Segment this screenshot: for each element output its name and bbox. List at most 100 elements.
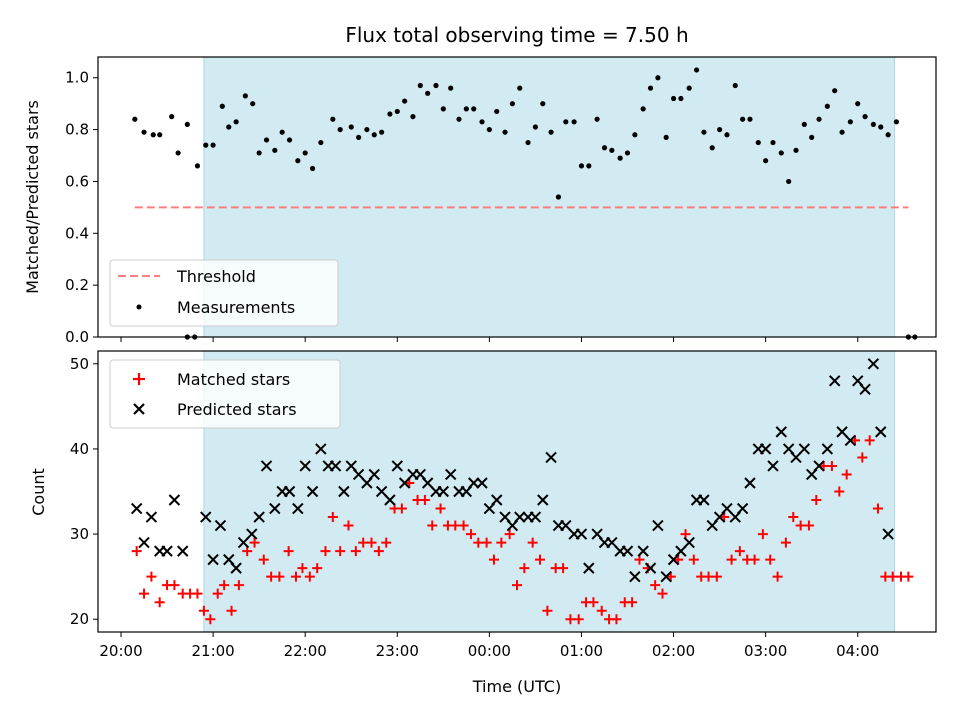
matched-star-point [834, 486, 845, 497]
matched-star-point [826, 460, 837, 471]
matched-star-point [734, 546, 745, 557]
measurement-point [693, 67, 700, 73]
measurement-point [233, 119, 239, 125]
measurement-point [571, 119, 577, 125]
measurement-point [286, 137, 293, 143]
predicted-star-point [629, 570, 641, 583]
measurement-point [809, 134, 815, 140]
matched-star-point [765, 554, 776, 565]
predicted-star-point [391, 460, 403, 472]
count-axes-frame [97, 350, 937, 633]
predicted-star-point [514, 511, 526, 523]
matched-star-point [320, 546, 331, 557]
matched-star-point [242, 546, 253, 557]
matched-star-point [542, 605, 553, 616]
legend-matched-label: Matched stars [177, 370, 290, 389]
predicted-star-point [329, 460, 342, 472]
x-tick-label: 02:00 [652, 642, 695, 660]
matched-star-point [154, 597, 165, 608]
matched-star-point [458, 520, 469, 531]
measurement-point [532, 124, 539, 130]
predicted-star-point [352, 468, 365, 481]
measurement-point [150, 132, 156, 138]
matched-star-point [335, 546, 346, 557]
predicted-star-point [468, 477, 480, 489]
predicted-star-point [299, 460, 311, 472]
x-tick-label: 03:00 [744, 642, 787, 660]
matched-star-point [519, 563, 530, 574]
measurement-point [594, 116, 600, 122]
measurement-point [701, 129, 707, 135]
measurement-point [272, 147, 278, 153]
ratio-y-ticks: 0.0 0.2 0.4 0.6 0.8 1.0 [65, 69, 98, 346]
count-x-ticks: 20:00 21:00 22:00 23:00 00:00 01:00 02:00 03:00… [99, 632, 879, 660]
matched-star-point [327, 512, 338, 523]
matched-star-point [488, 554, 499, 565]
measurement-point [410, 114, 416, 120]
matched-star-point [688, 554, 699, 565]
ratio-legend: Threshold Measurements [109, 259, 339, 327]
measurement-point [242, 93, 248, 99]
predicted-star-point [836, 426, 848, 438]
x-tick-label: 22:00 [284, 642, 327, 660]
predicted-star-point [491, 494, 503, 506]
predicted-star-point [637, 545, 649, 557]
measurement-point [893, 119, 900, 125]
predicted-star-point [545, 451, 557, 464]
predicted-star-point [821, 443, 834, 455]
predicted-star-point [675, 545, 687, 557]
ratio-y-tick-label: 0.6 [65, 172, 89, 190]
matched-star-point [373, 546, 384, 557]
measurement-point [855, 101, 861, 107]
measurement-point [425, 90, 431, 96]
predicted-star-point [283, 485, 296, 498]
measurement-point [624, 150, 631, 156]
matched-star-point [634, 554, 645, 565]
measurement-point [194, 163, 201, 169]
matched-star-point [169, 580, 180, 591]
measurement-point [832, 88, 838, 94]
matched-star-point [435, 503, 446, 514]
measurement-point [203, 142, 209, 148]
count-y-tick-label: 30 [70, 525, 89, 543]
measurement-point [763, 158, 769, 164]
predicted-star-point [398, 477, 411, 489]
matched-star-point [465, 529, 476, 540]
x-axis-label: Time (UTC) [472, 677, 561, 696]
measurement-point [578, 163, 585, 169]
measurement-point [716, 126, 723, 133]
matched-star-point [650, 580, 661, 591]
measurement-point [816, 116, 822, 122]
x-tick-label: 23:00 [376, 642, 419, 660]
legend-threshold-label: Threshold [176, 267, 256, 286]
matched-star-point [749, 554, 760, 565]
predicted-star-point [168, 494, 181, 506]
matched-star-point [274, 571, 285, 582]
matched-star-point [558, 563, 569, 574]
ratio-y-tick-label: 0.2 [65, 276, 89, 294]
ratio-y-tick-label: 0.4 [65, 224, 89, 242]
matched-star-point [226, 605, 237, 616]
matched-star-point [139, 588, 150, 599]
measurement-point [740, 116, 746, 122]
measurement-point [402, 98, 408, 104]
measurement-point [770, 139, 776, 146]
matched-star-point [573, 614, 584, 625]
measurement-point [655, 75, 661, 81]
measurement-point [563, 119, 569, 125]
matched-star-point [283, 546, 294, 557]
matched-star-point [205, 614, 216, 625]
legend-matched-swatch [133, 373, 145, 385]
measurement-point [778, 150, 784, 156]
matched-star-point [627, 597, 638, 608]
measurement-point [471, 106, 477, 112]
x-tick-label: 21:00 [191, 642, 234, 660]
measurement-point [210, 142, 216, 148]
matched-star-point [611, 614, 622, 625]
predicted-star-point [246, 528, 258, 540]
predicted-star-point [444, 468, 457, 481]
ratio-axes-frame [97, 56, 937, 338]
measurement-point [586, 163, 592, 169]
measurement-point [379, 129, 385, 135]
count-legend-box [109, 359, 341, 429]
